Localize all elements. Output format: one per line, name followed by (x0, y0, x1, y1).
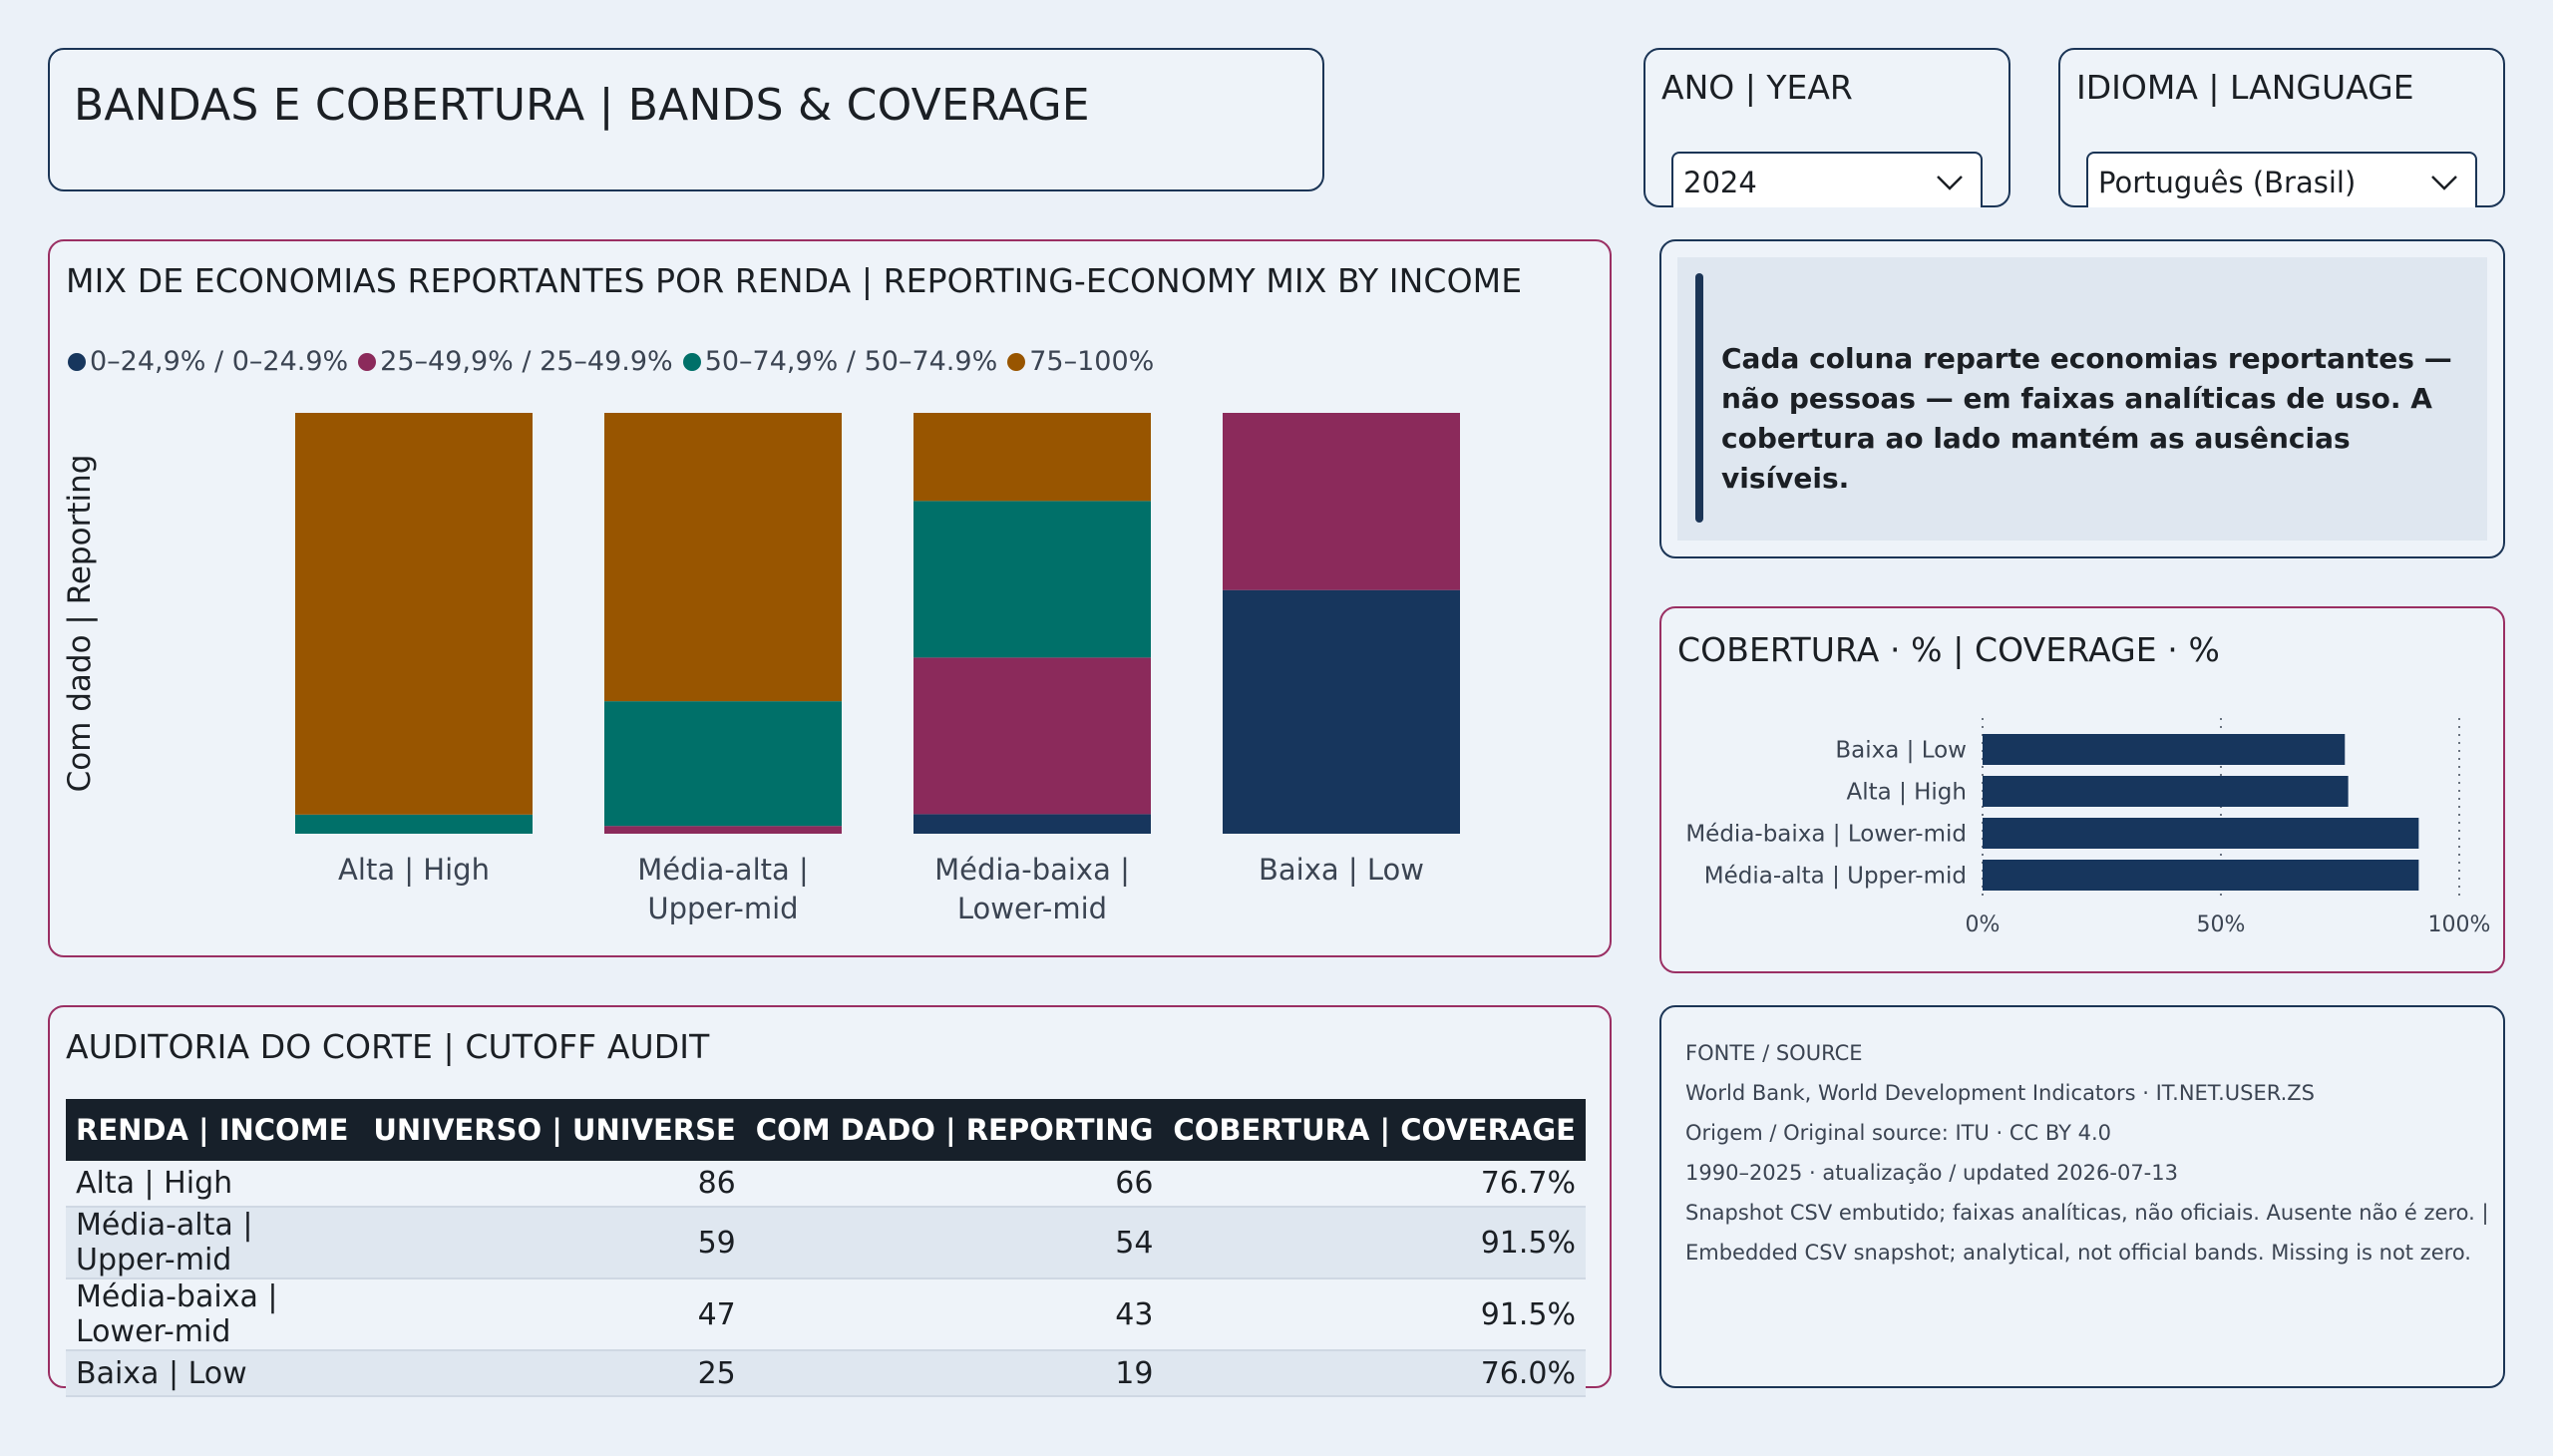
table-cell: 54 (745, 1207, 1164, 1279)
mix-chart-card: MIX DE ECONOMIAS REPORTANTES POR RENDA |… (48, 239, 1612, 957)
source-line: Snapshot CSV embutido; faixas analíticas… (1685, 1201, 2489, 1225)
legend-item[interactable]: 25–49,9% / 25–49.9% (358, 346, 673, 377)
language-dropdown[interactable]: Português (Brasil) (2086, 152, 2477, 207)
column-header[interactable]: RENDA | INCOME (66, 1099, 364, 1161)
year-dropdown-value: 2024 (1683, 166, 1757, 199)
source-line: World Bank, World Development Indicators… (1685, 1081, 2316, 1105)
table-cell: 66 (745, 1161, 1164, 1208)
audit-card: AUDITORIA DO CORTE | CUTOFF AUDIT RENDA … (48, 1005, 1612, 1397)
year-slicer-label: ANO | YEAR (1661, 68, 1853, 107)
note-card: Cada coluna reparte economias reportante… (1659, 239, 2505, 558)
stacked-bar-segment[interactable] (604, 413, 842, 702)
x-tick-label: Média-baixa | Lower-mid (934, 853, 1130, 925)
language-dropdown-value: Português (Brasil) (2098, 166, 2357, 199)
stacked-bar-segment[interactable] (295, 413, 533, 815)
x-tick-label: Alta | High (338, 853, 490, 887)
table-cell: Alta | High (66, 1161, 364, 1208)
stacked-bar-segment[interactable] (1223, 413, 1460, 590)
legend-dot (682, 352, 701, 371)
table-row: Média-baixa | Lower-mid 47 43 91.5% (66, 1278, 1586, 1351)
language-slicer: IDIOMA | LANGUAGE Português (Brasil) (2058, 48, 2505, 207)
table-cell: Baixa | Low (66, 1350, 364, 1397)
y-tick-label: Média-alta | Upper-mid (1704, 864, 1967, 890)
x-tick-label: 0% (1966, 912, 2001, 937)
table-cell: 47 (363, 1278, 746, 1351)
title-card: BANDAS E COBERTURA | BANDS & COVERAGE (48, 48, 1324, 191)
table-cell: 91.5% (1163, 1207, 1586, 1279)
y-tick-label: Média-baixa | Lower-mid (1685, 822, 1967, 848)
stacked-bar-segment[interactable] (604, 701, 842, 827)
x-tick-label: 50% (2197, 912, 2246, 937)
note-accent-bar (1695, 273, 1703, 523)
legend-label: 50–74,9% / 50–74.9% (704, 346, 998, 377)
legend-dot (358, 352, 377, 371)
legend-dot (1007, 352, 1026, 371)
language-slicer-label: IDIOMA | LANGUAGE (2076, 68, 2414, 107)
mix-chart: Com dado | Reporting Alta | High Média-alt… (62, 413, 1460, 925)
x-tick-label: Baixa | Low (1259, 853, 1424, 887)
table-cell: 19 (745, 1350, 1164, 1397)
legend-item[interactable]: 50–74,9% / 50–74.9% (682, 346, 998, 377)
table-cell: 43 (745, 1278, 1164, 1351)
source-line: Origem / Original source: ITU · CC BY 4.… (1685, 1121, 2112, 1145)
chevron-down-icon (1937, 176, 1963, 190)
table-cell: Média-baixa | Lower-mid (66, 1278, 364, 1351)
table-cell: Média-alta | Upper-mid (66, 1207, 364, 1279)
table-cell: 25 (363, 1350, 746, 1397)
column-header[interactable]: UNIVERSO | UNIVERSE (363, 1099, 746, 1161)
stacked-bar-segment[interactable] (913, 814, 1151, 834)
y-axis-label: Com dado | Reporting (62, 455, 98, 793)
x-tick-label: Média-alta | Upper-mid (637, 853, 809, 925)
chevron-down-icon (2431, 176, 2457, 190)
coverage-chart: 0% 50% 100% Baixa | Low Alta | High Média-bai… (1685, 718, 2491, 937)
stacked-bar-segment[interactable] (913, 413, 1151, 502)
stacked-bar-segment[interactable] (1223, 589, 1460, 834)
audit-title: AUDITORIA DO CORTE | CUTOFF AUDIT (66, 1027, 710, 1066)
legend-item[interactable]: 0–24,9% / 0–24.9% (68, 346, 348, 377)
stacked-bar-segment[interactable] (604, 826, 842, 834)
coverage-bar[interactable] (1983, 818, 2419, 849)
stacked-bar-segment[interactable] (295, 814, 533, 834)
source-heading: FONTE / SOURCE (1685, 1041, 1863, 1065)
audit-table: RENDA | INCOME UNIVERSO | UNIVERSE COM D… (66, 1099, 1586, 1397)
x-tick-label: 100% (2428, 912, 2491, 937)
table-row: Baixa | Low 25 19 76.0% (66, 1350, 1586, 1397)
table-cell: 76.0% (1163, 1350, 1586, 1397)
stacked-bar-segment[interactable] (913, 657, 1151, 815)
legend-label: 0–24,9% / 0–24.9% (90, 346, 349, 377)
coverage-chart-card: COBERTURA · % | COVERAGE · % 0% 50% 100% Ba… (1659, 606, 2505, 973)
table-cell: 59 (363, 1207, 746, 1279)
year-dropdown[interactable]: 2024 (1671, 152, 1983, 207)
table-cell: 86 (363, 1161, 746, 1208)
table-row: Média-alta | Upper-mid 59 54 91.5% (66, 1207, 1586, 1279)
year-slicer: ANO | YEAR 2024 (1643, 48, 2010, 207)
coverage-bar[interactable] (1983, 860, 2419, 891)
coverage-bar[interactable] (1983, 776, 2349, 807)
stacked-bar-segment[interactable] (913, 501, 1151, 658)
source-card: FONTE / SOURCE World Bank, World Develop… (1659, 1005, 2505, 1388)
column-header[interactable]: COBERTURA | COVERAGE (1163, 1099, 1586, 1161)
mix-chart-legend: 0–24,9% / 0–24.9% 25–49,9% / 25–49.9% 50–7… (68, 346, 1164, 377)
y-tick-label: Alta | High (1847, 780, 1967, 806)
legend-item[interactable]: 75–100% (1007, 346, 1154, 377)
page-title: BANDAS E COBERTURA | BANDS & COVERAGE (74, 80, 1090, 131)
y-tick-label: Baixa | Low (1835, 738, 1967, 764)
legend-label: 75–100% (1029, 346, 1155, 377)
table-cell: 91.5% (1163, 1278, 1586, 1351)
note-text: Cada coluna reparte economias reportante… (1721, 342, 2452, 495)
column-header[interactable]: COM DADO | REPORTING (745, 1099, 1164, 1161)
legend-dot (68, 352, 86, 371)
mix-chart-title: MIX DE ECONOMIAS REPORTANTES POR RENDA |… (66, 261, 1523, 300)
table-row: Alta | High 86 66 76.7% (66, 1161, 1586, 1208)
note-box: Cada coluna reparte economias reportante… (1677, 257, 2487, 541)
coverage-chart-title: COBERTURA · % | COVERAGE · % (1677, 630, 2220, 669)
source-line: 1990–2025 · atualização / updated 2026-0… (1685, 1161, 2178, 1185)
coverage-bar[interactable] (1983, 734, 2346, 765)
source-line: Embedded CSV snapshot; analytical, not o… (1685, 1241, 2471, 1265)
legend-label: 25–49,9% / 25–49.9% (380, 346, 673, 377)
table-header-row: RENDA | INCOME UNIVERSO | UNIVERSE COM D… (66, 1099, 1586, 1161)
table-cell: 76.7% (1163, 1161, 1586, 1208)
